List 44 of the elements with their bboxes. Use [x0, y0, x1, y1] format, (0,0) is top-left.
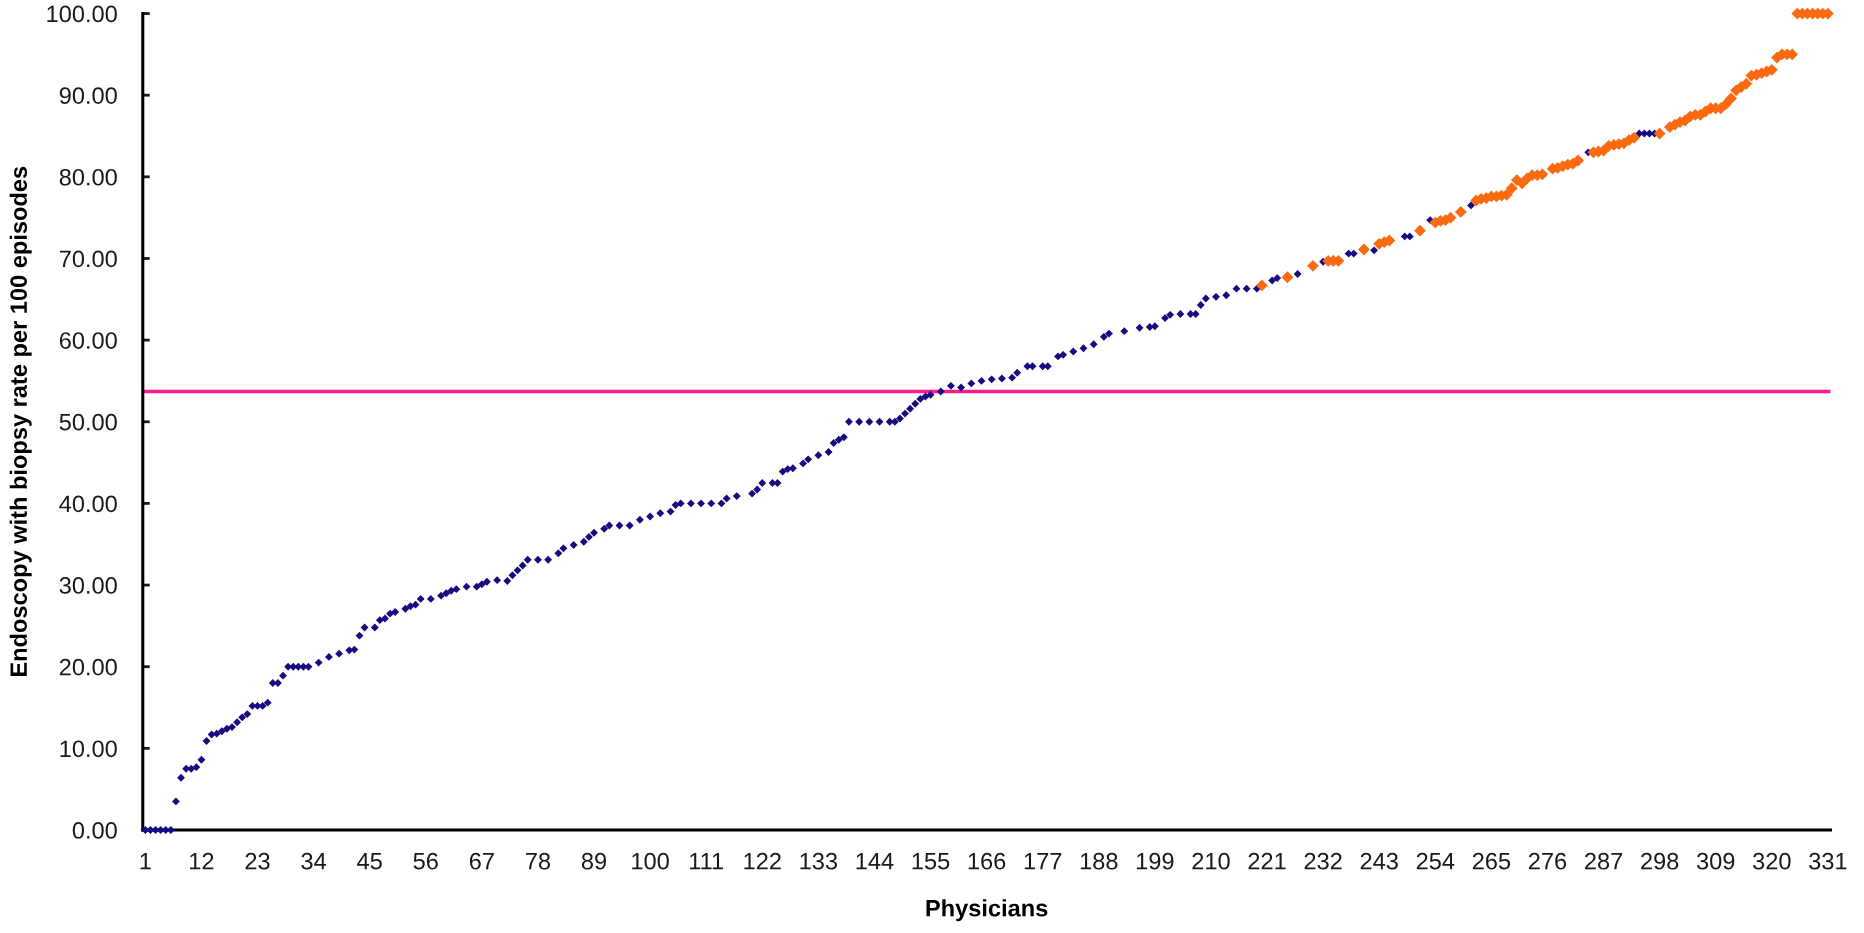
y-tick-label: 40.00: [59, 495, 117, 513]
x-tick-label: 309: [1696, 852, 1735, 870]
x-tick-label: 122: [744, 852, 781, 870]
y-tick-label: 10.00: [60, 740, 117, 758]
x-tick-label: 276: [1528, 852, 1567, 870]
y-tick-label: 20.00: [59, 658, 117, 676]
y-tick-label: 70.00: [59, 250, 117, 268]
x-tick-label: 188: [1080, 852, 1118, 870]
x-tick-label: 1: [140, 853, 151, 870]
x-tick-label: 221: [1248, 852, 1286, 870]
x-tick-label: 320: [1753, 852, 1791, 870]
x-tick-label: 298: [1641, 852, 1679, 870]
x-tick-label: 111: [690, 853, 723, 870]
x-tick-label: 254: [1416, 852, 1455, 870]
x-tick-label: 133: [800, 852, 838, 870]
x-tick-label: 210: [1192, 852, 1230, 870]
x-tick-label: 67: [469, 852, 494, 870]
x-tick-label: 232: [1304, 852, 1342, 870]
x-tick-label: 144: [856, 853, 894, 870]
x-tick-label: 177: [1024, 853, 1062, 870]
x-tick-label: 199: [1136, 852, 1174, 870]
x-tick-label: 45: [357, 853, 382, 870]
y-tick-label: 60.00: [59, 332, 117, 349]
x-axis-title: Physicians: [926, 899, 1048, 922]
x-tick-label: 89: [581, 852, 607, 870]
x-tick-label: 34: [301, 852, 327, 870]
y-tick-label: 80.00: [59, 168, 117, 186]
x-tick-label: 166: [968, 852, 1006, 870]
x-tick-label: 78: [526, 852, 551, 870]
y-tick-label: 90.00: [59, 87, 117, 104]
x-tick-label: 23: [245, 852, 270, 870]
x-tick-label: 100: [632, 852, 669, 870]
x-tick-label: 56: [413, 852, 438, 870]
y-tick-label: 0.00: [72, 822, 117, 839]
y-axis-title: Endoscopy with biopsy rate per 100 episodes: [9, 166, 32, 677]
x-tick-label: 155: [912, 853, 950, 870]
x-tick-label: 243: [1360, 852, 1398, 870]
x-tick-label: 331: [1809, 852, 1847, 870]
y-tick-label: 100.00: [47, 5, 117, 23]
y-tick-label: 50.00: [59, 413, 117, 431]
x-tick-label: 265: [1472, 852, 1511, 870]
x-tick-label: 287: [1585, 852, 1623, 870]
x-tick-label: 12: [190, 852, 214, 870]
y-tick-label: 30.00: [59, 577, 117, 594]
